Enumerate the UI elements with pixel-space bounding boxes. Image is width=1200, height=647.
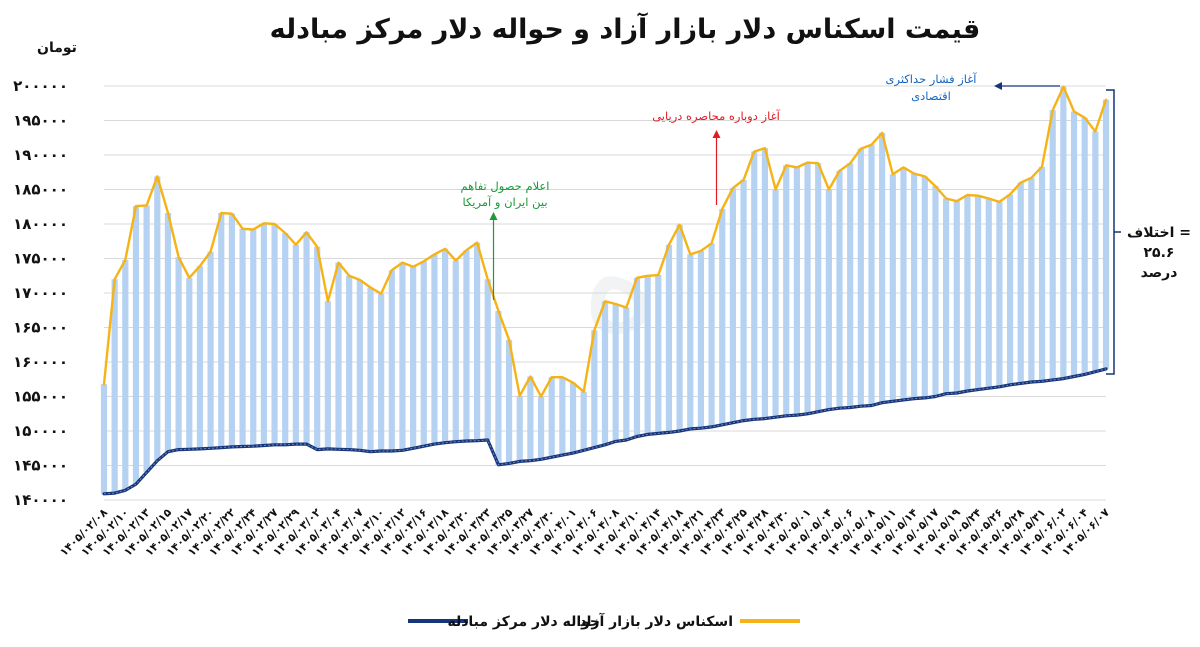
- y-tick-label: ۱۴۰۰۰۰: [13, 491, 68, 509]
- annotation-agreement: اعلام حصول تفاهم بین ایران و آمریکا: [461, 179, 550, 300]
- legend: اسکناس دلار بازار آزاد حواله دلار مرکز م…: [408, 612, 800, 630]
- y-tick-label: ۱۵۰۰۰۰: [13, 422, 68, 440]
- y-tick-label: ۱۷۰۰۰۰: [13, 284, 68, 302]
- y-axis-ticks: ۱۴۰۰۰۰ ۱۴۵۰۰۰ ۱۵۰۰۰۰ ۱۵۵۰۰۰ ۱۶۰۰۰۰ ۱۶۵۰۰۰ ۱۷۰۰…: [13, 77, 68, 509]
- difference-bars: [100, 86, 1110, 494]
- series-line-free-market: [102, 85, 1108, 398]
- y-tick-label: ۱۴۵۰۰۰: [13, 457, 68, 475]
- difference-bracket: اختلاف = ۲۵.۶ درصد: [1106, 89, 1191, 375]
- y-tick-label: ۱۹۵۰۰۰: [13, 112, 68, 130]
- agreement-label-line2: بین ایران و آمریکا: [462, 195, 547, 210]
- x-axis-ticks: ۱۴۰۵/۰۲/۰۸۱۴۰۵/۰۲/۱۰۱۴۰۵/۰۲/۱۳۱۴۰۵/۰۲/۱۵…: [57, 506, 1112, 559]
- y-tick-label: ۱۵۵۰۰۰: [13, 388, 68, 406]
- blockade-arrowhead: [712, 130, 721, 138]
- annotation-blockade: آغاز دوباره محاصره دریایی: [652, 109, 781, 205]
- y-tick-label: ۱۶۵۰۰۰: [13, 319, 68, 337]
- difference-label-line3: درصد: [1141, 265, 1178, 281]
- y-tick-label: ۱۸۰۰۰۰: [13, 215, 68, 233]
- annotation-max-pressure: آغاز فشار حداکثری اقتصادی: [885, 72, 1060, 103]
- series-lines: [102, 85, 1108, 496]
- y-tick-label: ۱۸۵۰۰۰: [13, 181, 68, 199]
- y-tick-label: ۲۰۰۰۰۰: [13, 77, 68, 95]
- blockade-label: آغاز دوباره محاصره دریایی: [652, 109, 780, 124]
- legend-free-market-label: اسکناس دلار بازار آزاد: [579, 612, 733, 630]
- legend-exchange-center-label: حواله دلار مرکز مبادله: [447, 614, 600, 630]
- y-tick-label: ۱۹۰۰۰۰: [13, 146, 68, 164]
- difference-label-line2: ۲۵.۶: [1144, 245, 1175, 261]
- difference-label-line1: اختلاف =: [1127, 225, 1191, 241]
- y-tick-label: ۱۷۵۰۰۰: [13, 250, 68, 268]
- agreement-arrowhead: [489, 212, 498, 220]
- pressure-label-line1: آغاز فشار حداکثری: [885, 72, 977, 87]
- pressure-label-line2: اقتصادی: [911, 89, 951, 103]
- y-tick-label: ۱۶۰۰۰۰: [13, 353, 68, 371]
- pressure-arrowhead: [994, 82, 1002, 90]
- chart-title: قیمت اسکناس دلار بازار آزاد و حواله دلار…: [270, 12, 981, 45]
- agreement-label-line1: اعلام حصول تفاهم: [461, 179, 550, 194]
- series-line-exchange-center-texture: [103, 368, 1107, 495]
- y-axis-unit: تومان: [37, 40, 77, 56]
